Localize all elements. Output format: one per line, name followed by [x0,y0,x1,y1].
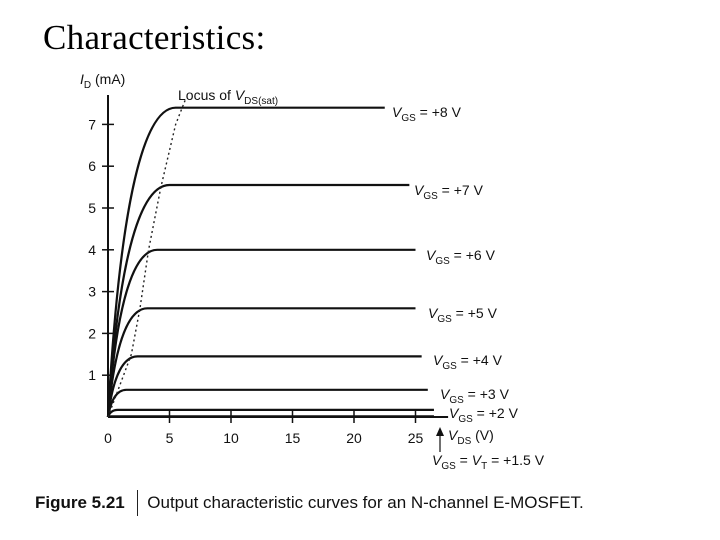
threshold-label-sub: GS [441,461,456,472]
y-tick-label: 1 [88,367,96,383]
series-label-var: V [428,305,439,321]
chart-curves [106,99,434,418]
series-label-sub: GS [449,395,464,406]
locus-label-sub: DS(sat) [244,96,278,107]
threshold-label-mid: = [456,452,472,468]
x-axis-label: VDS (V) [448,427,494,447]
series-label-rest: = +7 V [438,182,484,198]
locus-label: Locus of VDS(sat) [178,87,278,107]
series-label-sub: GS [442,361,457,372]
caption-separator [136,490,139,516]
y-tick-label: 3 [88,284,96,300]
x-tick-label: 25 [408,430,424,446]
curve-vgs-4 [106,355,422,418]
series-label-rest: = +4 V [457,352,503,368]
series-label-var: V [433,352,444,368]
series-label-vgs-3: VGS = +3 V [440,386,510,406]
series-label-var: V [392,104,403,120]
series-label-rest: = +5 V [452,305,498,321]
figure-label: Figure 5.21 [35,493,125,512]
series-label-rest: = +8 V [416,104,462,120]
series-label-var: V [426,247,437,263]
x-axis-label-var: V [448,427,459,443]
chart-ticks: 1 2 3 4 5 6 7 0 5 10 15 20 25 [88,116,423,446]
series-label-vgs-8: VGS = +8 V [392,104,462,124]
figure-caption: Figure 5.21 Output characteristic curves… [35,490,584,516]
curve-vgs-3 [106,388,428,418]
x-tick-label: 0 [104,430,112,446]
threshold-label-sub2: T [481,461,487,472]
locus-label-pre: Locus of [178,87,235,103]
caption-text: Output characteristic curves for an N-ch… [147,493,584,512]
threshold-label: VGS = VT = +1.5 V [432,452,545,472]
y-tick-label: 5 [88,200,96,216]
series-label-var: V [414,182,425,198]
y-axis-label: ID (mA) [80,71,125,91]
y-axis-label-var: I [80,71,84,87]
slide-title: Characteristics: [43,18,266,57]
y-tick-label: 7 [88,116,96,132]
series-label-rest: = +6 V [450,247,496,263]
threshold-label-var: V [432,452,443,468]
series-label-rest: = +2 V [473,405,519,421]
threshold-label-var2: V [472,452,483,468]
series-label-vgs-6: VGS = +6 V [426,247,496,267]
y-tick-label: 6 [88,158,96,174]
series-label-vgs-7: VGS = +7 V [414,182,484,202]
series-label-rest: = +3 V [464,386,510,402]
locus-vds-sat-curve [107,99,187,418]
series-label-sub: GS [435,256,450,267]
series-label-vgs-4: VGS = +4 V [433,352,503,372]
y-tick-label: 4 [88,242,96,258]
curve-vgs-6 [106,248,416,418]
curve-vgs-5 [106,307,416,418]
x-tick-label: 20 [346,430,362,446]
x-axis-label-unit: (V) [471,427,494,443]
series-label-vgs-5: VGS = +5 V [428,305,498,325]
threshold-arrow-head [436,427,444,436]
chart-axes [107,95,449,418]
x-tick-label: 10 [223,430,239,446]
series-label-sub: GS [401,113,416,124]
y-tick-label: 2 [88,325,96,341]
threshold-label-rest: = +1.5 V [487,452,544,468]
x-tick-label: 5 [166,430,174,446]
series-label-sub: GS [437,314,452,325]
y-axis-label-sub: D [84,80,91,91]
series-label-vgs-2: VGS = +2 V [449,405,519,425]
curve-vgs-8 [106,106,385,418]
series-label-var: V [449,405,460,421]
series-label-sub: GS [458,414,473,425]
locus-label-var: V [235,87,246,103]
curve-vgs-7 [106,183,410,418]
series-label-var: V [440,386,451,402]
x-tick-label: 15 [285,430,301,446]
x-axis-label-sub: DS [457,436,471,447]
series-label-sub: GS [423,191,438,202]
y-axis-label-unit: (mA) [91,71,125,87]
